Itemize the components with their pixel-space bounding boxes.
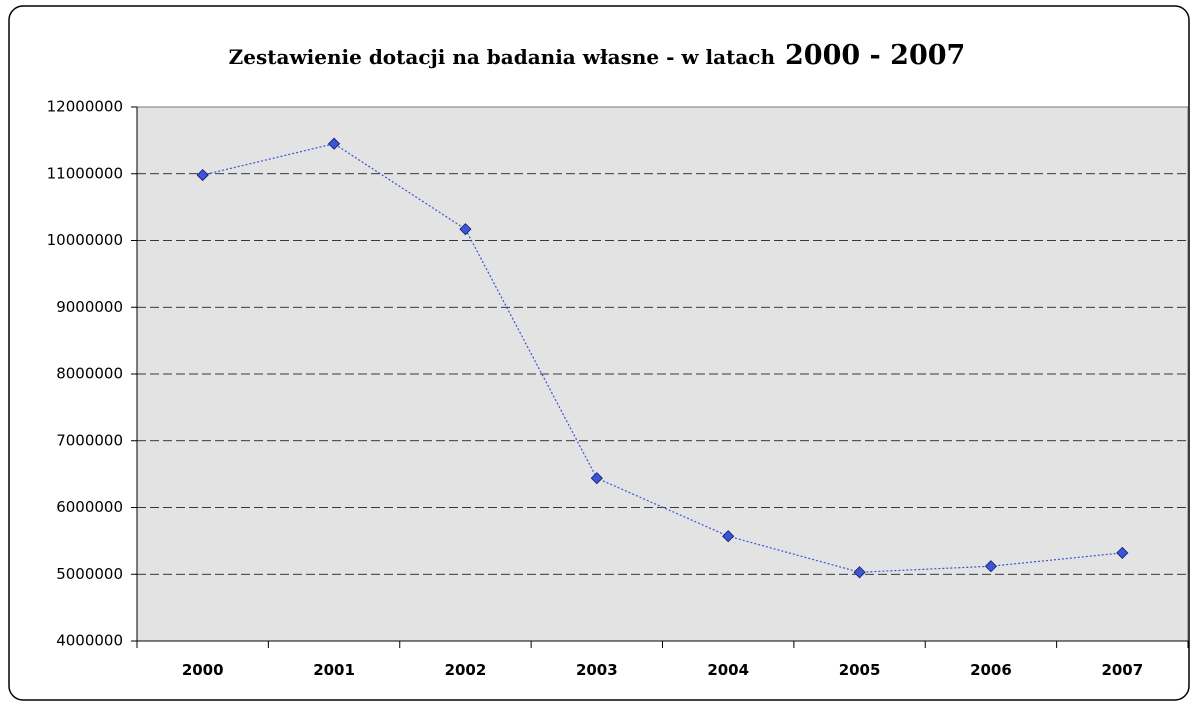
x-tick-label: 2004 <box>707 661 749 679</box>
title-text: Zestawienie dotacji na badania własne - … <box>229 45 776 69</box>
y-tick-label: 12000000 <box>47 98 123 116</box>
x-tick-label: 2007 <box>1101 661 1143 679</box>
x-tick-label: 2006 <box>970 661 1012 679</box>
y-tick-label: 5000000 <box>56 565 123 583</box>
y-tick-label: 11000000 <box>47 164 123 182</box>
data-point <box>196 169 209 182</box>
y-tick-label: 7000000 <box>56 431 123 449</box>
y-tick-label: 8000000 <box>56 365 123 383</box>
data-point <box>853 566 866 579</box>
x-tick-label: 2005 <box>839 661 881 679</box>
chart-title: Zestawienie dotacji na badania własne - … <box>229 40 966 71</box>
title-years: 2000 - 2007 <box>785 40 965 71</box>
data-point <box>722 530 735 543</box>
data-line <box>202 143 1123 573</box>
data-point <box>984 560 998 573</box>
data-point <box>590 472 603 485</box>
x-tick-label: 2001 <box>313 661 355 679</box>
x-tick-label: 2002 <box>445 661 487 679</box>
data-point <box>459 223 472 236</box>
x-tick-label: 2000 <box>182 661 224 679</box>
y-tick-label: 10000000 <box>47 231 123 249</box>
x-tick-label: 2003 <box>576 661 618 679</box>
data-point <box>327 137 341 150</box>
data-point <box>1116 546 1129 559</box>
y-tick-label: 9000000 <box>56 298 123 316</box>
y-tick-label: 6000000 <box>56 498 123 516</box>
y-tick-label: 4000000 <box>56 632 123 650</box>
